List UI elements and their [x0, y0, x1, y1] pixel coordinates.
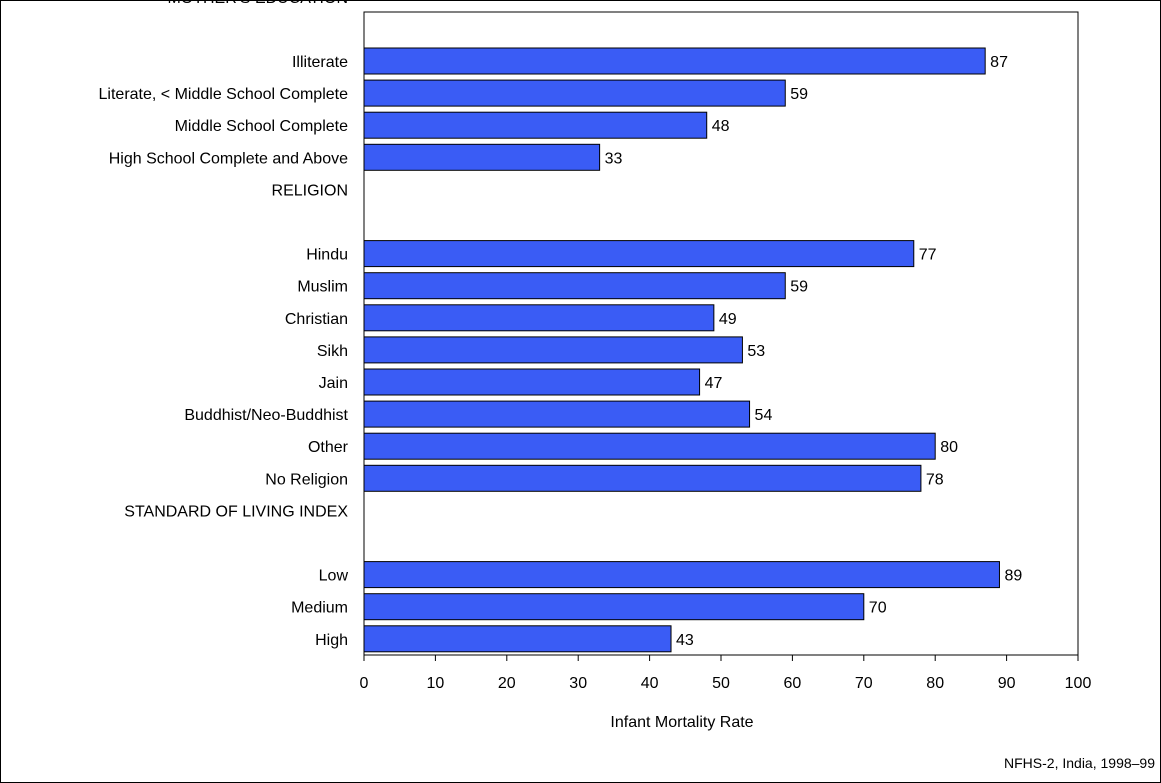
bar-illiterate [363, 47, 986, 75]
bar-hindu [363, 240, 915, 268]
value-label-jain: 47 [705, 375, 723, 392]
bar-jain [363, 368, 701, 396]
category-label-high-school-complete-and-above: High School Complete and Above [109, 150, 348, 167]
value-label-sikh: 53 [747, 343, 765, 360]
category-label-middle-school-complete: Middle School Complete [175, 118, 349, 135]
category-label-other: Other [308, 439, 349, 456]
group-heading-standard-of-living-index: STANDARD OF LIVING INDEX [124, 503, 348, 520]
value-label-illiterate: 87 [990, 54, 1008, 71]
value-label-muslim: 59 [790, 279, 808, 296]
bar-high [363, 625, 672, 653]
x-tick-label-100: 100 [1065, 675, 1092, 692]
group-heading-mother-s-education: MOTHER'S EDUCATION [167, 0, 348, 7]
category-label-buddhist-neo-buddhist: Buddhist/Neo-Buddhist [184, 407, 348, 424]
bar-medium [363, 593, 865, 621]
bar-no-religion [363, 464, 922, 492]
x-tick-label-10: 10 [427, 675, 445, 692]
category-label-medium: Medium [291, 600, 348, 617]
category-label-sikh: Sikh [317, 343, 348, 360]
group-heading-religion: RELIGION [272, 182, 348, 199]
bar-sikh [363, 336, 743, 364]
value-label-no-religion: 78 [926, 471, 944, 488]
bar-literate-middle-school-complete [363, 79, 786, 107]
value-label-low: 89 [1004, 568, 1022, 585]
x-tick-label-60: 60 [784, 675, 802, 692]
source-note: NFHS-2, India, 1998–99 [1004, 755, 1155, 771]
category-label-no-religion: No Religion [265, 471, 348, 488]
category-label-muslim: Muslim [297, 279, 348, 296]
value-label-middle-school-complete: 48 [712, 118, 730, 135]
category-label-high: High [315, 632, 348, 649]
value-label-medium: 70 [869, 600, 887, 617]
category-label-christian: Christian [285, 311, 348, 328]
value-label-high-school-complete-and-above: 33 [605, 150, 623, 167]
bar-buddhist-neo-buddhist [363, 400, 751, 428]
value-label-buddhist-neo-buddhist: 54 [755, 407, 773, 424]
value-label-other: 80 [940, 439, 958, 456]
bar-low [363, 561, 1000, 589]
x-tick-label-70: 70 [855, 675, 873, 692]
category-label-literate-middle-school-complete: Literate, < Middle School Complete [99, 86, 349, 103]
bars-layer [363, 47, 1000, 653]
x-tick-label-30: 30 [569, 675, 587, 692]
x-tick-label-20: 20 [498, 675, 516, 692]
bar-muslim [363, 272, 786, 300]
category-label-low: Low [319, 568, 349, 585]
category-label-illiterate: Illiterate [292, 54, 348, 71]
x-tick-label-80: 80 [926, 675, 944, 692]
value-label-high: 43 [676, 632, 694, 649]
x-axis-title: Infant Mortality Rate [610, 714, 753, 731]
bar-middle-school-complete [363, 111, 708, 139]
category-label-jain: Jain [319, 375, 348, 392]
x-axis: 0 10 20 30 40 50 60 70 80 90 100 [360, 655, 1092, 692]
bar-other [363, 432, 936, 460]
x-tick-label-90: 90 [998, 675, 1016, 692]
bar-high-school-complete-and-above [363, 143, 601, 171]
labels-layer: MOTHER'S EDUCATION Illiterate 87 Literate, … [99, 0, 1023, 649]
value-label-literate-middle-school-complete: 59 [790, 86, 808, 103]
bar-christian [363, 304, 715, 332]
value-label-hindu: 77 [919, 247, 937, 264]
value-label-christian: 49 [719, 311, 737, 328]
category-label-hindu: Hindu [306, 247, 348, 264]
x-tick-label-50: 50 [712, 675, 730, 692]
x-tick-label-40: 40 [641, 675, 659, 692]
x-tick-label-0: 0 [360, 675, 369, 692]
